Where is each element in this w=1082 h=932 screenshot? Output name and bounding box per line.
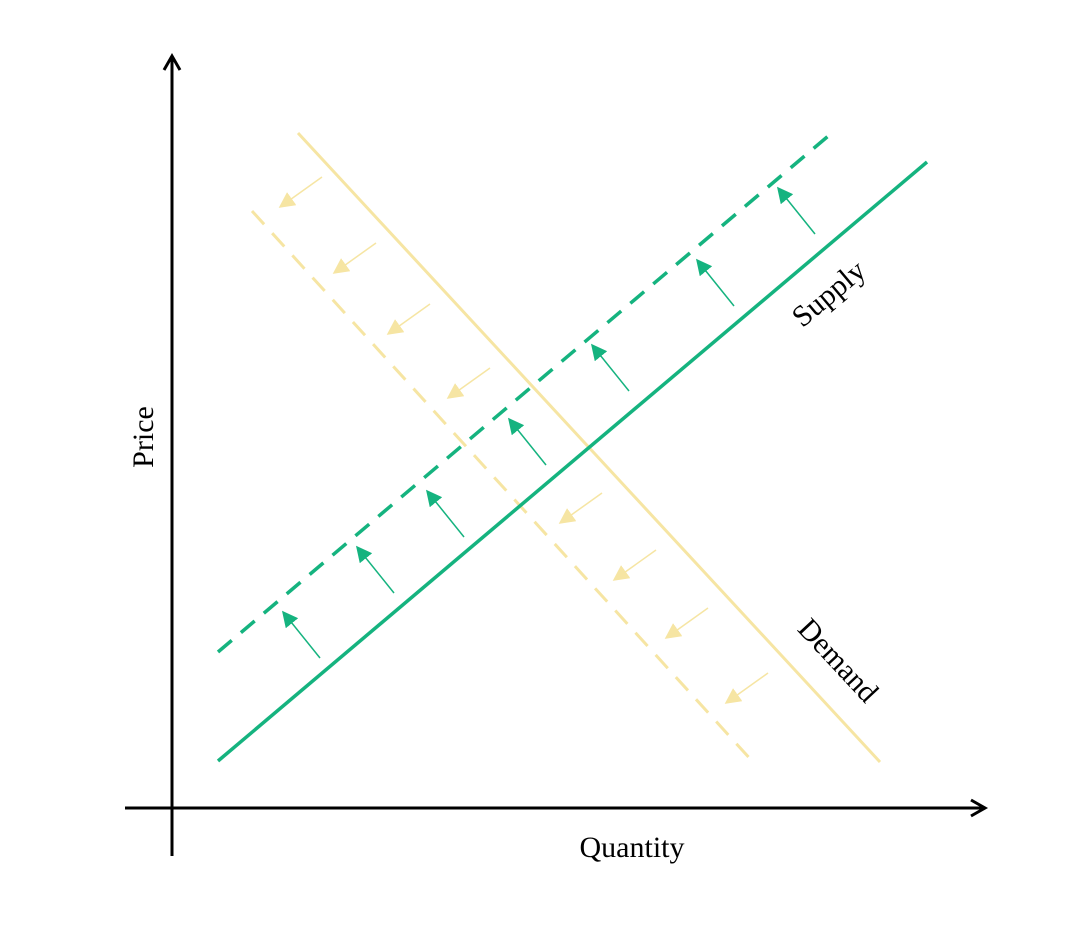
demand-curve-shifted	[250, 209, 755, 764]
demand-shift-arrow	[612, 549, 657, 581]
supply-shift-arrow	[355, 545, 395, 594]
demand-shift-arrow	[724, 672, 769, 704]
demand-shift-arrow	[386, 303, 431, 335]
supply-curve-label: Supply	[786, 254, 872, 334]
supply-shift-arrow	[695, 258, 735, 307]
demand-shift-arrow	[664, 607, 709, 639]
supply-shift-arrow	[776, 186, 816, 235]
demand-shift-arrow	[278, 176, 323, 208]
demand-shift-arrows	[278, 176, 769, 704]
supply-shift-arrows	[281, 186, 816, 659]
y-axis-label: Price	[127, 406, 160, 468]
demand-curve-label: Demand	[791, 612, 884, 709]
demand-shift-arrow	[558, 492, 603, 524]
supply-curve-shifted	[216, 130, 835, 654]
x-axis-label: Quantity	[580, 831, 685, 864]
supply-shift-arrow	[425, 489, 465, 538]
supply-curve	[216, 160, 929, 763]
supply-shift-arrow	[590, 343, 630, 392]
demand-shift-arrow	[446, 367, 491, 399]
demand-shift-arrow	[332, 242, 377, 274]
supply-shift-arrow	[507, 417, 547, 466]
supply-shift-arrow	[281, 610, 321, 659]
